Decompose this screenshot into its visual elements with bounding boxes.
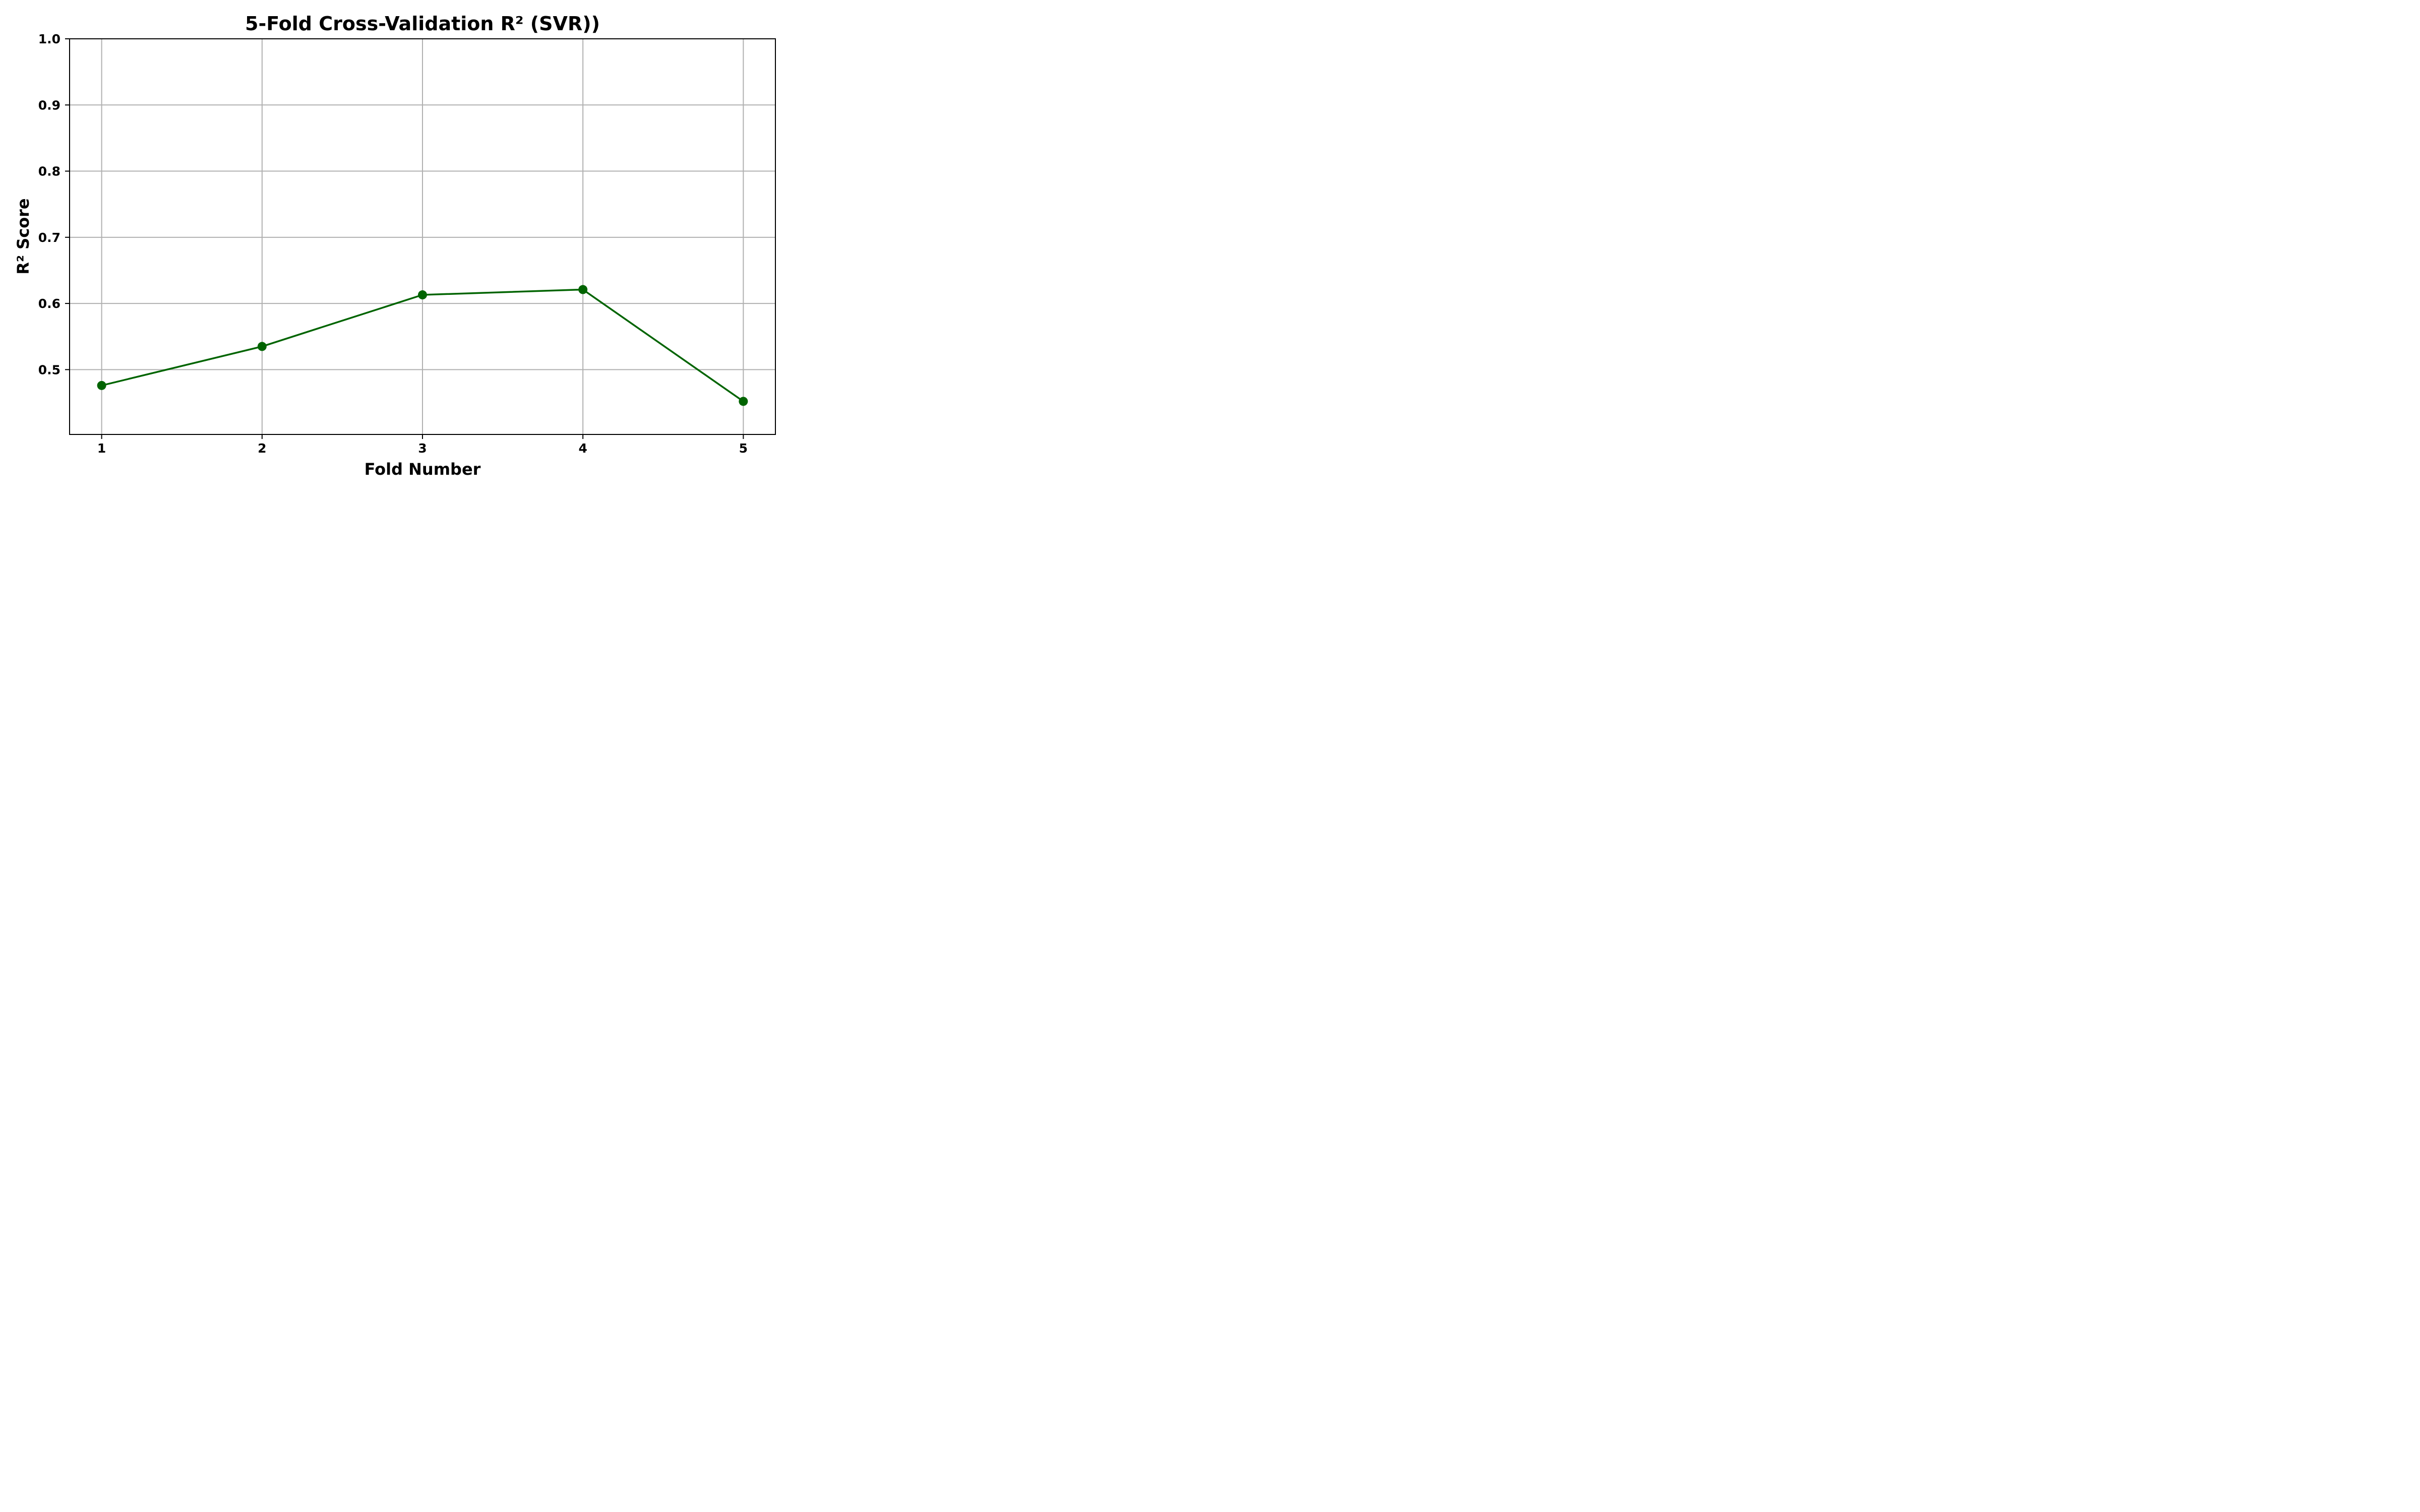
data-point-marker [739,397,748,406]
y-tick-label: 0.7 [38,230,60,245]
x-tick-label: 2 [258,441,266,456]
data-point-marker [578,285,588,294]
y-tick-label: 0.5 [38,362,60,377]
y-axis-label: R² Score [14,198,33,274]
chart-title: 5-Fold Cross-Validation R² (SVR)) [245,13,600,35]
data-point-marker [418,290,427,300]
line-chart: 5-Fold Cross-Validation R² (SVR)) Fold N… [14,13,776,479]
x-tick-label: 5 [739,441,748,456]
y-tick-label: 0.9 [38,98,60,112]
data-point-marker [97,381,106,390]
y-tick-label: 0.6 [38,296,60,311]
tick-marks [65,38,744,439]
x-axis-label: Fold Number [365,460,481,479]
y-tick-label: 0.8 [38,164,60,179]
grid-lines [70,38,775,434]
y-tick-label: 1.0 [38,32,60,46]
data-point-marker [257,342,267,351]
x-tick-label: 3 [418,441,427,456]
x-tick-label: 1 [97,441,106,456]
chart-container: 5-Fold Cross-Validation R² (SVR)) Fold N… [0,0,786,491]
tick-labels: 1 2 3 4 5 0.5 0.6 0.7 0.8 0.9 1.0 [38,32,748,456]
x-tick-label: 4 [578,441,587,456]
series-group [97,285,748,406]
